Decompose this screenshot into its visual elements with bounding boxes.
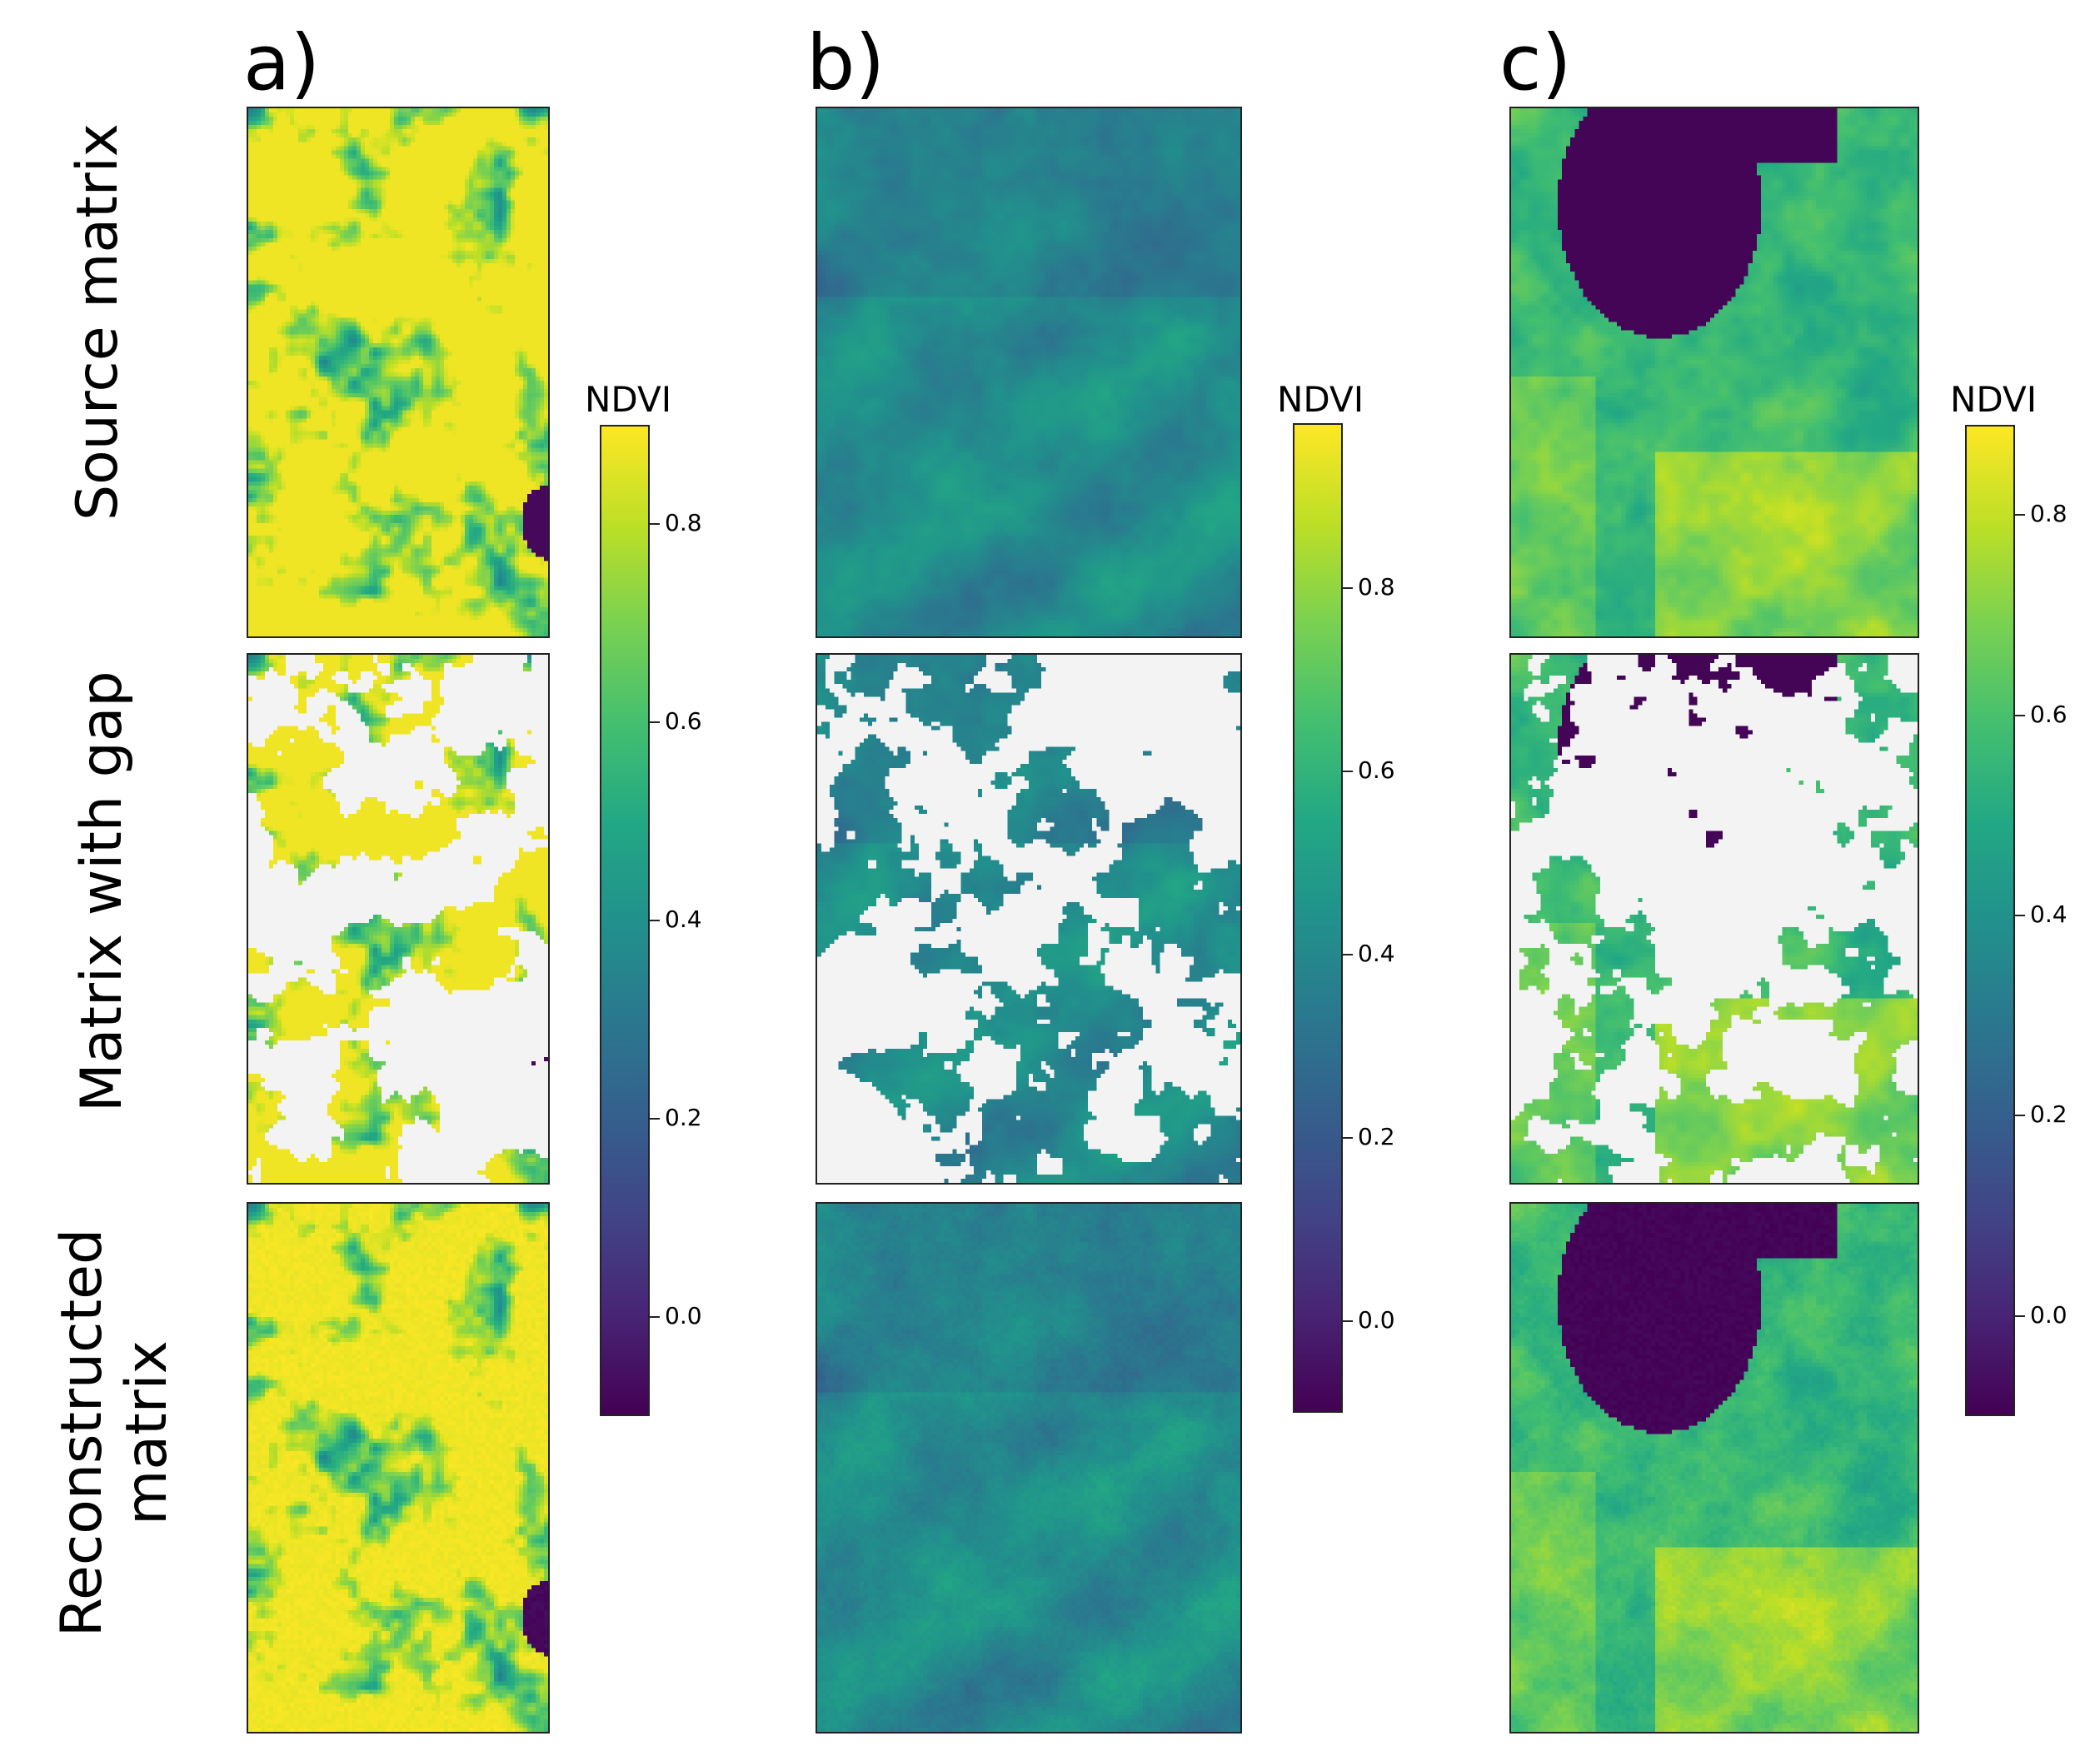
colorbar-tick-label: 0.2: [2030, 1100, 2068, 1129]
map-c-reconstructed-image: [1511, 1204, 1918, 1732]
colorbar-tick-label: 0.6: [1358, 756, 1395, 784]
colorbar-tick: [648, 1118, 660, 1120]
colorbar-tick-label: 0.8: [1358, 573, 1395, 601]
colorbar-b: [1293, 423, 1343, 1413]
colorbar-tick-label: 0.8: [665, 509, 702, 536]
map-a-source: [247, 107, 550, 638]
map-c-source: [1509, 107, 1919, 638]
colorbar-tick-label: 0.4: [1358, 940, 1395, 967]
colorbar-tick: [648, 523, 660, 525]
colorbar-tick-label: 0.4: [2030, 900, 2068, 928]
map-c-reconstructed: [1509, 1202, 1919, 1734]
map-b-reconstructed-image: [817, 1204, 1240, 1732]
panel-letter-a: a): [243, 18, 321, 107]
colorbar-tick-label: 0.6: [2030, 700, 2068, 728]
colorbar-tick-label: 0.8: [2030, 500, 2068, 528]
colorbar-tick: [2013, 1115, 2025, 1117]
colorbar-b-title: NDVI: [1277, 379, 1364, 420]
colorbar-tick-label: 0.2: [665, 1104, 702, 1131]
map-c-gap-image: [1511, 655, 1918, 1183]
row-label-gap: Matrix with gap: [69, 671, 135, 1112]
map-a-gap: [247, 653, 550, 1185]
colorbar-a: [600, 425, 650, 1416]
colorbar-c: [1965, 425, 2015, 1416]
colorbar-tick: [2013, 714, 2025, 716]
row-label-source: Source matrix: [65, 123, 131, 521]
map-a-source-image: [248, 108, 548, 636]
map-b-gap-image: [817, 655, 1240, 1183]
row-label-reconstructed-line1: Reconstructed: [49, 1228, 115, 1638]
colorbar-tick: [2013, 514, 2025, 516]
row-label-reconstructed-line2: matrix: [114, 1340, 181, 1525]
colorbar-tick: [1341, 954, 1353, 955]
map-c-gap: [1509, 653, 1919, 1185]
map-b-reconstructed: [816, 1202, 1242, 1734]
colorbar-tick: [648, 1316, 660, 1318]
colorbar-tick: [1341, 771, 1353, 772]
colorbar-tick: [1341, 1320, 1353, 1322]
colorbar-tick-label: 0.6: [665, 707, 702, 735]
map-b-source-image: [817, 108, 1240, 636]
map-a-reconstructed-image: [248, 1204, 548, 1732]
colorbar-tick: [2013, 1314, 2025, 1317]
map-a-gap-image: [248, 655, 548, 1183]
colorbar-tick: [1341, 587, 1353, 589]
colorbar-tick-label: 0.0: [665, 1302, 702, 1329]
panel-letter-c: c): [1499, 18, 1572, 107]
colorbar-tick-label: 0.4: [665, 905, 702, 933]
map-c-source-image: [1511, 108, 1918, 636]
colorbar-tick: [648, 920, 660, 921]
map-b-gap: [816, 653, 1242, 1185]
colorbar-tick: [648, 721, 660, 723]
colorbar-tick-label: 0.2: [1358, 1123, 1395, 1150]
panel-letter-b: b): [806, 18, 885, 107]
colorbar-a-title: NDVI: [585, 379, 672, 420]
colorbar-tick-label: 0.0: [2030, 1300, 2068, 1329]
colorbar-tick-label: 0.0: [1358, 1306, 1395, 1334]
row-label-reconstructed: Reconstructed matrix: [49, 1216, 200, 1649]
colorbar-tick: [1341, 1137, 1353, 1139]
map-b-source: [816, 107, 1242, 638]
colorbar-c-title: NDVI: [1950, 379, 2038, 420]
colorbar-tick: [2013, 914, 2025, 916]
map-a-reconstructed: [247, 1202, 550, 1734]
